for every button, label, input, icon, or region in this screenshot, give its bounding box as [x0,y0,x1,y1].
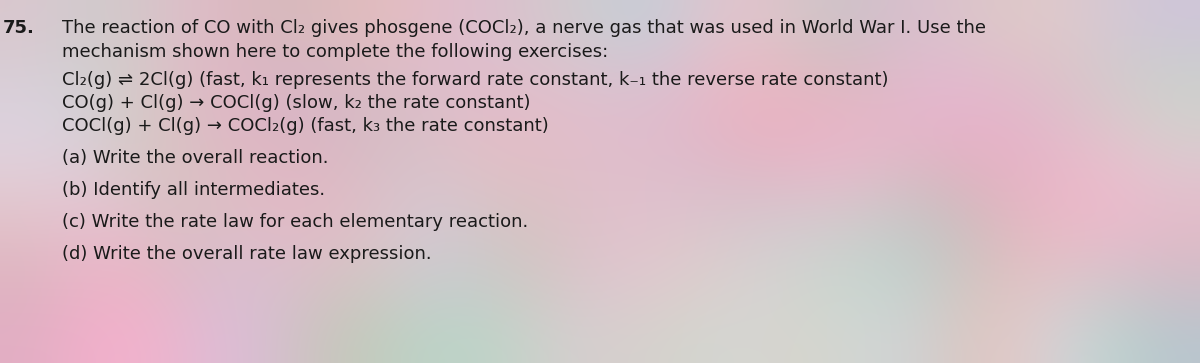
Text: (b) Identify all intermediates.: (b) Identify all intermediates. [62,181,325,199]
Text: 75.: 75. [4,19,35,37]
Text: (c) Write the rate law for each elementary reaction.: (c) Write the rate law for each elementa… [62,213,528,231]
Text: (a) Write the overall reaction.: (a) Write the overall reaction. [62,149,329,167]
Text: Cl₂(g) ⇌ 2Cl(g) (fast, k₁ represents the forward rate constant, k₋₁ the reverse : Cl₂(g) ⇌ 2Cl(g) (fast, k₁ represents the… [62,71,888,89]
Text: mechanism shown here to complete the following exercises:: mechanism shown here to complete the fol… [62,43,608,61]
Text: The reaction of CO with Cl₂ gives phosgene (COCl₂), a nerve gas that was used in: The reaction of CO with Cl₂ gives phosge… [62,19,986,37]
Text: COCl(g) + Cl(g) → COCl₂(g) (fast, k₃ the rate constant): COCl(g) + Cl(g) → COCl₂(g) (fast, k₃ the… [62,117,548,135]
Text: CO(g) + Cl(g) → COCl(g) (slow, k₂ the rate constant): CO(g) + Cl(g) → COCl(g) (slow, k₂ the ra… [62,94,530,112]
Text: (d) Write the overall rate law expression.: (d) Write the overall rate law expressio… [62,245,432,263]
